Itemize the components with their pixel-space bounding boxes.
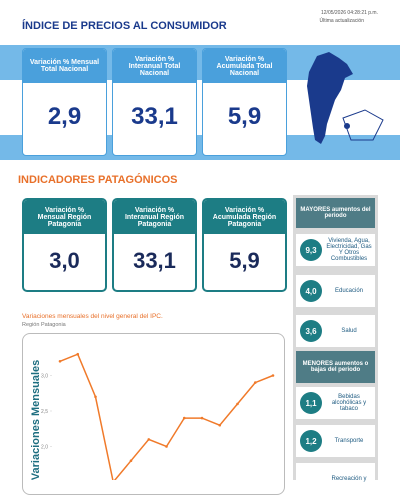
ranking-value: 1,2 <box>300 430 322 452</box>
chart-title: Variaciones mensuales del nivel general … <box>22 313 163 320</box>
kpi-value: 3,0 <box>49 248 80 273</box>
line-chart: Variaciones Mensuales 2,0 2,5 3,0 <box>30 352 275 480</box>
chart-subtitle: Región Patagonia <box>22 322 66 328</box>
point <box>182 416 186 420</box>
point <box>94 395 97 399</box>
ranking-label: Transporte <box>334 438 364 444</box>
ranking-value: 4,0 <box>300 280 322 302</box>
ranking-value: 9,3 <box>300 239 322 261</box>
kpi-value: 33,1 <box>133 248 176 273</box>
kpi-value: 5,9 <box>229 248 260 273</box>
y-axis-label: Variaciones Mensuales <box>30 360 42 480</box>
ranking-label: Vivienda, Agua, Electricidad, Gas Y Otro… <box>326 238 372 262</box>
point <box>236 402 239 406</box>
ranking-item: 9,3 Vivienda, Agua, Electricidad, Gas Y O… <box>296 234 375 266</box>
y-tick-label: 3,0 <box>41 374 48 380</box>
update-label: Última actualización <box>319 18 364 24</box>
point <box>76 352 80 356</box>
ranking-item: 4,0 Educación <box>296 275 375 307</box>
kpi-label: Variación % Mensual Total Nacional <box>23 49 106 83</box>
ranking-value: 3,6 <box>300 320 322 342</box>
point <box>58 360 62 363</box>
kpi-label: Variación % Interanual Total Nacional <box>113 49 196 83</box>
kpi-label: Variación % Acumulada Total Nacional <box>203 49 286 83</box>
kpi-value: 33,1 <box>131 103 178 130</box>
point <box>253 381 257 384</box>
ranking-item: 3,6 Salud <box>296 315 375 347</box>
point <box>200 416 204 420</box>
kpi-card: Variación % Interanual Región Patagonia 3… <box>112 198 197 292</box>
ranking-label: Recreación y <box>331 476 367 482</box>
argentina-shape <box>307 52 353 144</box>
kpi-card: Variación % Acumulada Total Nacional 5,9 <box>202 48 287 156</box>
timestamp: 12/05/2026 04:28:21 p.m. <box>321 10 378 16</box>
antarctica-sector <box>342 109 384 141</box>
kpi-value: 5,9 <box>227 103 262 130</box>
ranking-value: 1,1 <box>300 392 322 414</box>
kpi-card: Variación % Mensual Región Patagonia 3,0 <box>22 198 107 292</box>
ranking-header: MENORES aumentos o bajas del periodo <box>296 351 375 383</box>
kpi-card: Variación % Interanual Total Nacional 33,… <box>112 48 197 156</box>
kpi-label: Variación % Interanual Región Patagonia <box>114 200 195 234</box>
point <box>271 374 275 377</box>
kpi-card: Variación % Mensual Total Nacional 2,9 <box>22 48 107 156</box>
point <box>218 423 222 427</box>
section-title: INDICADORES PATAGÓNICOS <box>18 174 178 186</box>
dashboard: ÍNDICE DE PRECIOS AL CONSUMIDOR 12/05/20… <box>0 10 400 495</box>
series-line <box>59 353 274 480</box>
islands <box>344 123 350 129</box>
ranking-item: 1,1 Bebidas alcohólicas y tabaco <box>296 387 375 419</box>
ranking-label: Salud <box>341 328 357 334</box>
kpi-card: Variación % Acumulada Región Patagonia 5,… <box>202 198 287 292</box>
point <box>147 438 151 441</box>
map <box>307 52 384 144</box>
point <box>129 459 133 463</box>
ranking-header: MAYORES aumentos del periodo <box>296 198 375 228</box>
kpi-value: 2,9 <box>47 103 82 130</box>
ranking-label: Bebidas alcohólicas y tabaco <box>331 394 367 412</box>
ranking-label: Educación <box>334 288 364 294</box>
kpi-label: Variación % Mensual Región Patagonia <box>24 200 105 234</box>
page-title: ÍNDICE DE PRECIOS AL CONSUMIDOR <box>22 20 227 32</box>
y-tick-label: 2,0 <box>41 445 48 451</box>
ranking-item: 1,2 Transporte <box>296 425 375 457</box>
point <box>165 445 168 448</box>
y-tick-label: 2,5 <box>41 409 48 415</box>
kpi-label: Variación % Acumulada Región Patagonia <box>204 200 285 234</box>
